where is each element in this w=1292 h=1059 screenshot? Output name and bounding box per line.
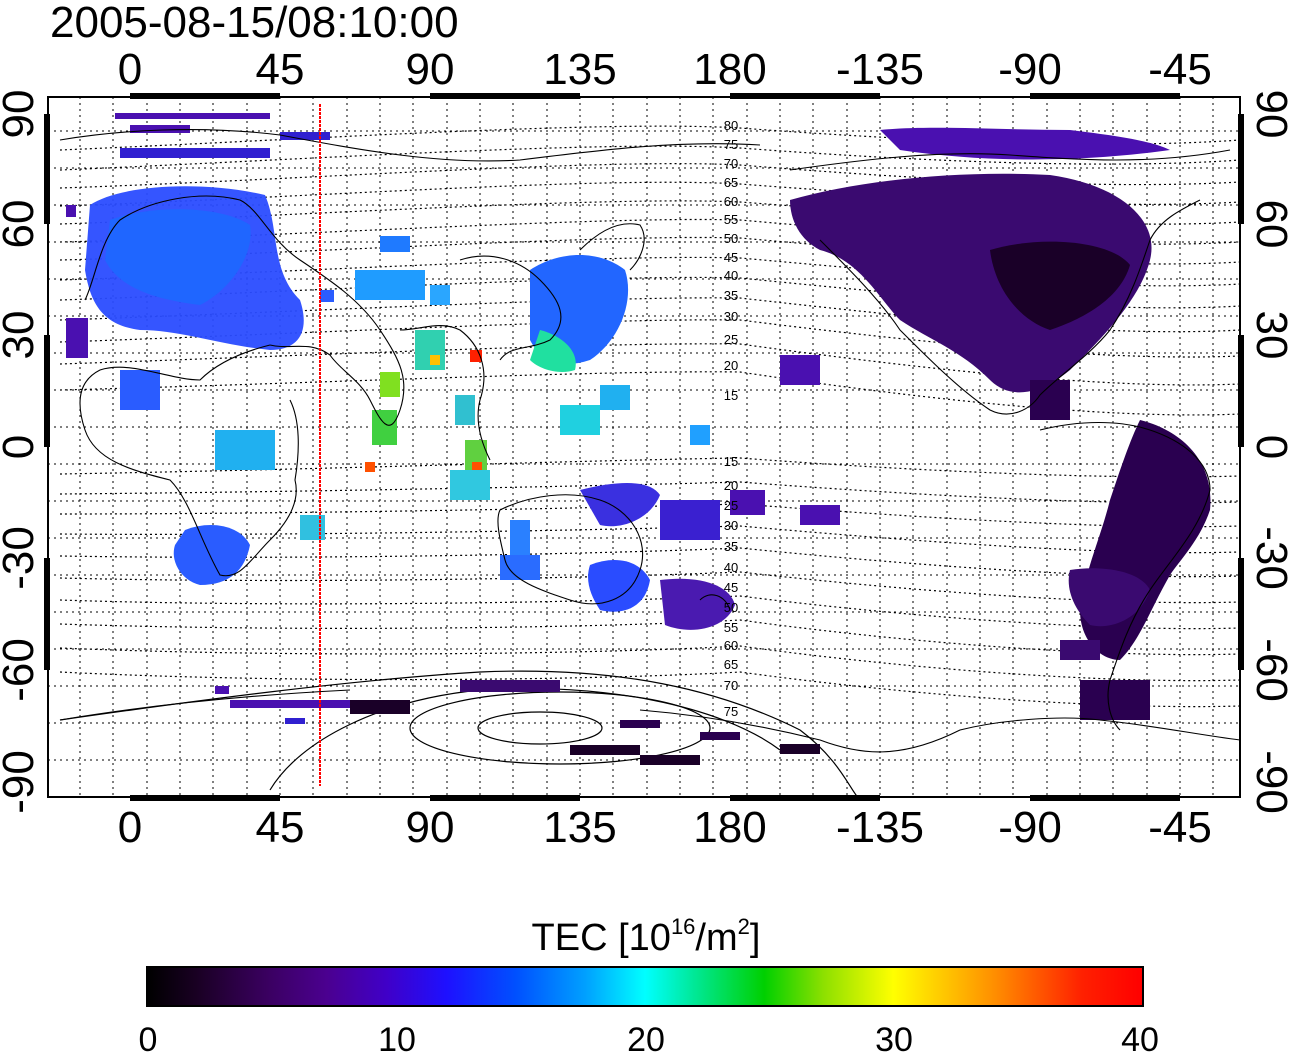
bottom-lon-label: 135: [543, 803, 617, 852]
top-lon-label: -90: [998, 45, 1062, 94]
bottom-lon-label: 0: [117, 803, 143, 852]
top-lon-label: 90: [405, 45, 455, 94]
contour-label: 20: [724, 358, 738, 373]
contour-label: 55: [724, 620, 738, 635]
contour-label: 75: [724, 137, 738, 152]
magnetic-contours: [59, 125, 1240, 708]
left-lat-label: -60: [0, 638, 43, 702]
right-lat-label: 90: [1247, 90, 1292, 139]
contour-label: 30: [724, 518, 738, 533]
left-lat-label: 90: [0, 90, 43, 139]
bottom-lon-label: -90: [998, 803, 1062, 852]
colorbar-tick: 40: [1121, 1021, 1159, 1059]
contour-label: 50: [724, 600, 738, 615]
top-lon-label: -45: [1148, 45, 1212, 94]
right-lat-label: 60: [1247, 200, 1292, 249]
colorbar-tick: 10: [378, 1021, 416, 1059]
right-lat-label: -30: [1247, 526, 1292, 590]
coastlines: [59, 129, 1240, 753]
tec-colorbar: [146, 966, 1144, 1007]
contour-label: 75: [724, 704, 738, 719]
right-lat-label: 30: [1247, 311, 1292, 360]
bottom-lon-label: 90: [405, 803, 455, 852]
right-lat-label: -90: [1247, 750, 1292, 814]
contour-label: 60: [724, 194, 738, 209]
contour-label: 50: [724, 231, 738, 246]
bottom-lon-label: 45: [255, 803, 305, 852]
top-lon-label: 45: [255, 45, 305, 94]
contour-label: 35: [724, 288, 738, 303]
contour-label: 20: [724, 478, 738, 493]
top-lon-label: -135: [835, 45, 925, 94]
contour-label: 45: [724, 250, 738, 265]
right-lat-label: -60: [1247, 638, 1292, 702]
contour-label: 70: [724, 156, 738, 171]
contour-label: 80: [724, 118, 738, 133]
contour-label: 40: [724, 560, 738, 575]
colorbar-tick: 20: [627, 1021, 665, 1059]
contour-label: 25: [724, 498, 738, 513]
contour-label: 65: [724, 175, 738, 190]
bottom-lon-label: -45: [1148, 803, 1212, 852]
colorbar-title: TEC [1016/m2]: [531, 914, 761, 959]
contour-label: 45: [724, 580, 738, 595]
left-lat-label: 30: [0, 311, 43, 360]
bottom-lon-label: 180: [693, 803, 767, 852]
frame-ticks: [44, 93, 1244, 801]
contour-label: 15: [724, 454, 738, 469]
top-lon-label: 0: [117, 45, 143, 94]
tec-map: 90 60 30 0 -30 -60 -90 90 60 30 0 -30 -6…: [0, 90, 1292, 814]
top-lon-label: 135: [543, 45, 617, 94]
colorbar-tick: 30: [875, 1021, 913, 1059]
left-lat-label: 60: [0, 200, 43, 249]
left-lat-label: -30: [0, 526, 43, 590]
top-lon-label: 180: [693, 45, 767, 94]
map-title: 2005-08-15/08:10:00: [50, 0, 459, 47]
bottom-lon-label: -135: [835, 803, 925, 852]
right-lat-label: 0: [1247, 435, 1292, 459]
contour-label: 40: [724, 268, 738, 283]
colorbar-tick: 0: [138, 1021, 158, 1059]
contour-label: 55: [724, 212, 738, 227]
contour-label: 15: [724, 388, 738, 403]
contour-label: 25: [724, 332, 738, 347]
contour-label: 35: [724, 539, 738, 554]
contour-label: 60: [724, 638, 738, 653]
contour-label: 65: [724, 657, 738, 672]
left-lat-label: -90: [0, 750, 43, 814]
contour-label: 70: [724, 678, 738, 693]
contour-label: 30: [724, 309, 738, 324]
tec-observations: [66, 113, 1211, 765]
left-lat-label: 0: [0, 435, 43, 459]
